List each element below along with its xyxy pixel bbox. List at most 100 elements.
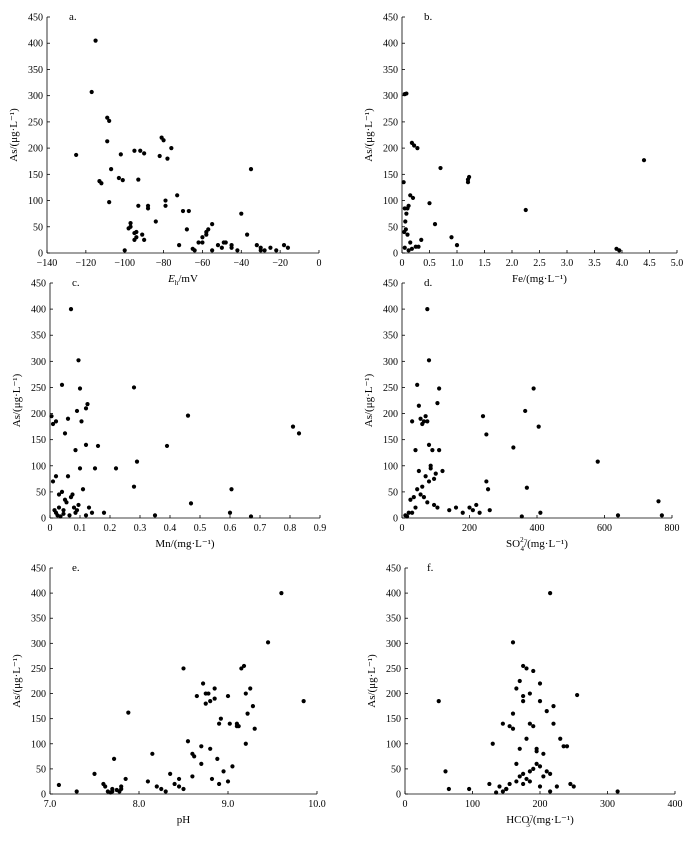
y-tick-label: 250	[383, 117, 398, 128]
data-point	[423, 414, 428, 419]
data-point	[413, 244, 418, 249]
data-point	[218, 716, 223, 721]
data-point	[431, 502, 437, 508]
x-axis-title-main: SO	[506, 538, 520, 550]
data-point	[80, 487, 86, 492]
data-point	[449, 235, 454, 240]
data-point	[490, 741, 495, 746]
data-point	[177, 243, 182, 248]
y-tick-label: 350	[31, 331, 46, 342]
y-tick-label: 50	[33, 222, 43, 233]
data-point	[521, 663, 526, 669]
y-tick-label: 50	[391, 764, 401, 775]
x-tick-label: 7.0	[44, 799, 57, 810]
data-point	[53, 474, 59, 479]
data-point	[65, 474, 71, 479]
data-point	[531, 386, 536, 391]
data-point	[74, 408, 80, 414]
y-tick-label: 150	[383, 435, 398, 446]
data-point	[541, 774, 546, 779]
x-tick-label: −100	[114, 258, 135, 269]
data-point	[52, 508, 57, 513]
data-point	[239, 211, 244, 216]
data-point	[92, 466, 98, 471]
y-tick-label: 150	[31, 714, 46, 725]
data-point	[410, 510, 415, 515]
scatter-panel-6: 0 50 100 150 200 250 300 350 400 450 0 100 200 300 400…	[366, 562, 683, 829]
x-axis-title-unit: /mV	[178, 273, 198, 285]
y-tick-label: 450	[28, 13, 43, 24]
data-point	[190, 774, 195, 779]
data-point	[421, 419, 427, 424]
data-point	[285, 245, 291, 250]
data-point	[416, 468, 421, 474]
data-point	[101, 510, 107, 515]
data-point	[617, 248, 622, 253]
x-axis-title: Fe/(mg·L⁻¹)	[512, 273, 567, 285]
data-point	[279, 591, 284, 596]
data-point	[245, 711, 250, 716]
data-point	[128, 224, 133, 229]
data-point	[421, 495, 427, 500]
data-point	[494, 790, 499, 795]
data-point	[564, 744, 570, 749]
data-point	[402, 245, 407, 250]
data-point	[74, 789, 79, 794]
data-point	[432, 222, 438, 227]
y-tick-label: 200	[31, 409, 46, 420]
data-point	[206, 227, 211, 232]
data-point	[514, 761, 519, 766]
data-point	[248, 166, 254, 172]
data-point	[402, 206, 407, 211]
data-point	[470, 508, 475, 513]
data-point	[199, 744, 204, 749]
data-point	[169, 146, 174, 151]
data-point	[225, 693, 231, 699]
x-axis-title-main: E	[167, 273, 175, 285]
data-point	[487, 781, 492, 787]
data-point	[406, 248, 411, 253]
data-point	[425, 419, 430, 424]
data-point	[234, 724, 239, 729]
data-point	[538, 510, 543, 515]
data-point	[301, 698, 306, 704]
data-point	[89, 510, 95, 515]
y-tick-label: 200	[383, 409, 398, 420]
data-point	[86, 505, 92, 510]
data-point	[212, 696, 217, 701]
y-axis-title: As/(μg·L⁻¹)	[8, 108, 20, 162]
x-tick-label: 0.7	[254, 523, 267, 534]
data-point	[511, 445, 516, 450]
data-point	[544, 769, 549, 774]
data-point	[61, 508, 66, 513]
data-point	[176, 776, 182, 782]
x-axis-title-sup: −	[529, 812, 533, 820]
data-point	[485, 487, 491, 492]
data-point	[217, 781, 222, 787]
data-point	[497, 784, 502, 789]
data-point	[536, 424, 541, 429]
data-point	[426, 358, 432, 363]
y-tick-label: 350	[383, 65, 398, 76]
x-tick-label: 0.1	[74, 523, 87, 534]
data-point	[223, 240, 228, 245]
data-point	[465, 180, 471, 185]
panel-label: c.	[72, 277, 80, 289]
y-tick-label: 400	[383, 305, 398, 316]
data-point	[111, 756, 117, 761]
data-point	[438, 165, 443, 171]
data-point	[408, 193, 413, 198]
data-point	[467, 786, 472, 792]
data-point	[142, 151, 147, 156]
data-point	[142, 237, 147, 242]
data-point	[524, 666, 529, 671]
data-point	[107, 200, 112, 205]
data-point	[510, 711, 516, 716]
data-point	[403, 219, 408, 224]
data-point	[230, 764, 235, 769]
y-tick-label: 300	[31, 357, 46, 368]
x-tick-label: 100	[465, 799, 480, 810]
y-tick-label: 300	[28, 91, 43, 102]
data-point	[420, 484, 425, 489]
data-point	[180, 208, 186, 214]
